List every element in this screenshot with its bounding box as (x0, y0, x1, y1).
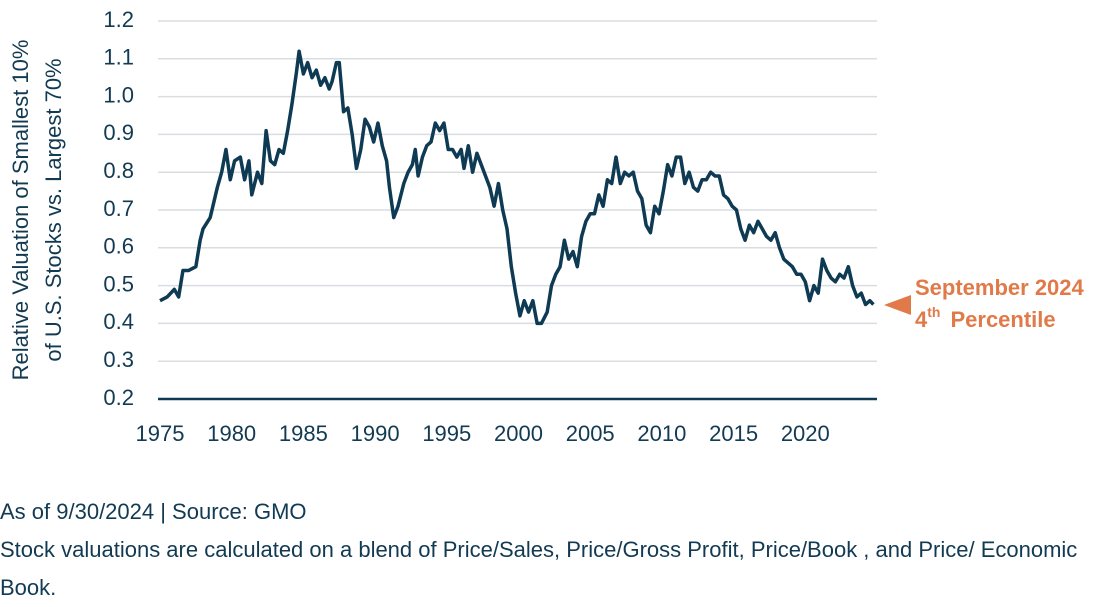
x-tick-label: 1975 (136, 421, 185, 446)
annotation-suffix: th (927, 304, 940, 320)
y-tick-label: 0.9 (103, 120, 134, 145)
y-tick-label: 1.0 (103, 82, 134, 107)
annotation-number: 4 (915, 307, 928, 332)
x-tick-label: 1990 (351, 421, 400, 446)
y-tick-label: 0.8 (103, 158, 134, 183)
footnote: Stock valuations are calculated on a ble… (0, 537, 1078, 600)
x-tick-label: 2010 (637, 421, 686, 446)
y-tick-label: 0.2 (103, 385, 134, 410)
annotation-text: Percentile (950, 307, 1055, 332)
y-tick-label: 1.2 (103, 7, 134, 32)
x-tick-label: 1985 (279, 421, 328, 446)
x-tick-label: 2020 (781, 421, 830, 446)
y-tick-label: 0.3 (103, 347, 134, 372)
annotation-arrow (884, 295, 911, 315)
data-line (159, 49, 875, 326)
x-tick-label: 2015 (709, 421, 758, 446)
x-tick-label: 1995 (422, 421, 471, 446)
source-note: As of 9/30/2024 | Source: GMO (0, 499, 307, 524)
chart: Relative Valuation of Smallest 10% of U.… (8, 7, 1085, 446)
x-tick-label: 1980 (207, 421, 256, 446)
annotation: September 2024 (915, 275, 1085, 300)
annotation: 4th Percentile (915, 304, 1056, 332)
y-tick-label: 0.7 (103, 196, 134, 221)
x-tick-label: 2000 (494, 421, 543, 446)
x-tick-label: 2005 (566, 421, 615, 446)
y-tick-label: 0.5 (103, 271, 134, 296)
y-axis-label: Relative Valuation of Smallest 10% (8, 40, 33, 381)
y-tick-label: 0.6 (103, 234, 134, 259)
y-tick-label: 1.1 (103, 45, 134, 70)
y-axis-label: of U.S. Stocks vs. Largest 70% (41, 58, 66, 361)
y-tick-label: 0.4 (103, 309, 134, 334)
